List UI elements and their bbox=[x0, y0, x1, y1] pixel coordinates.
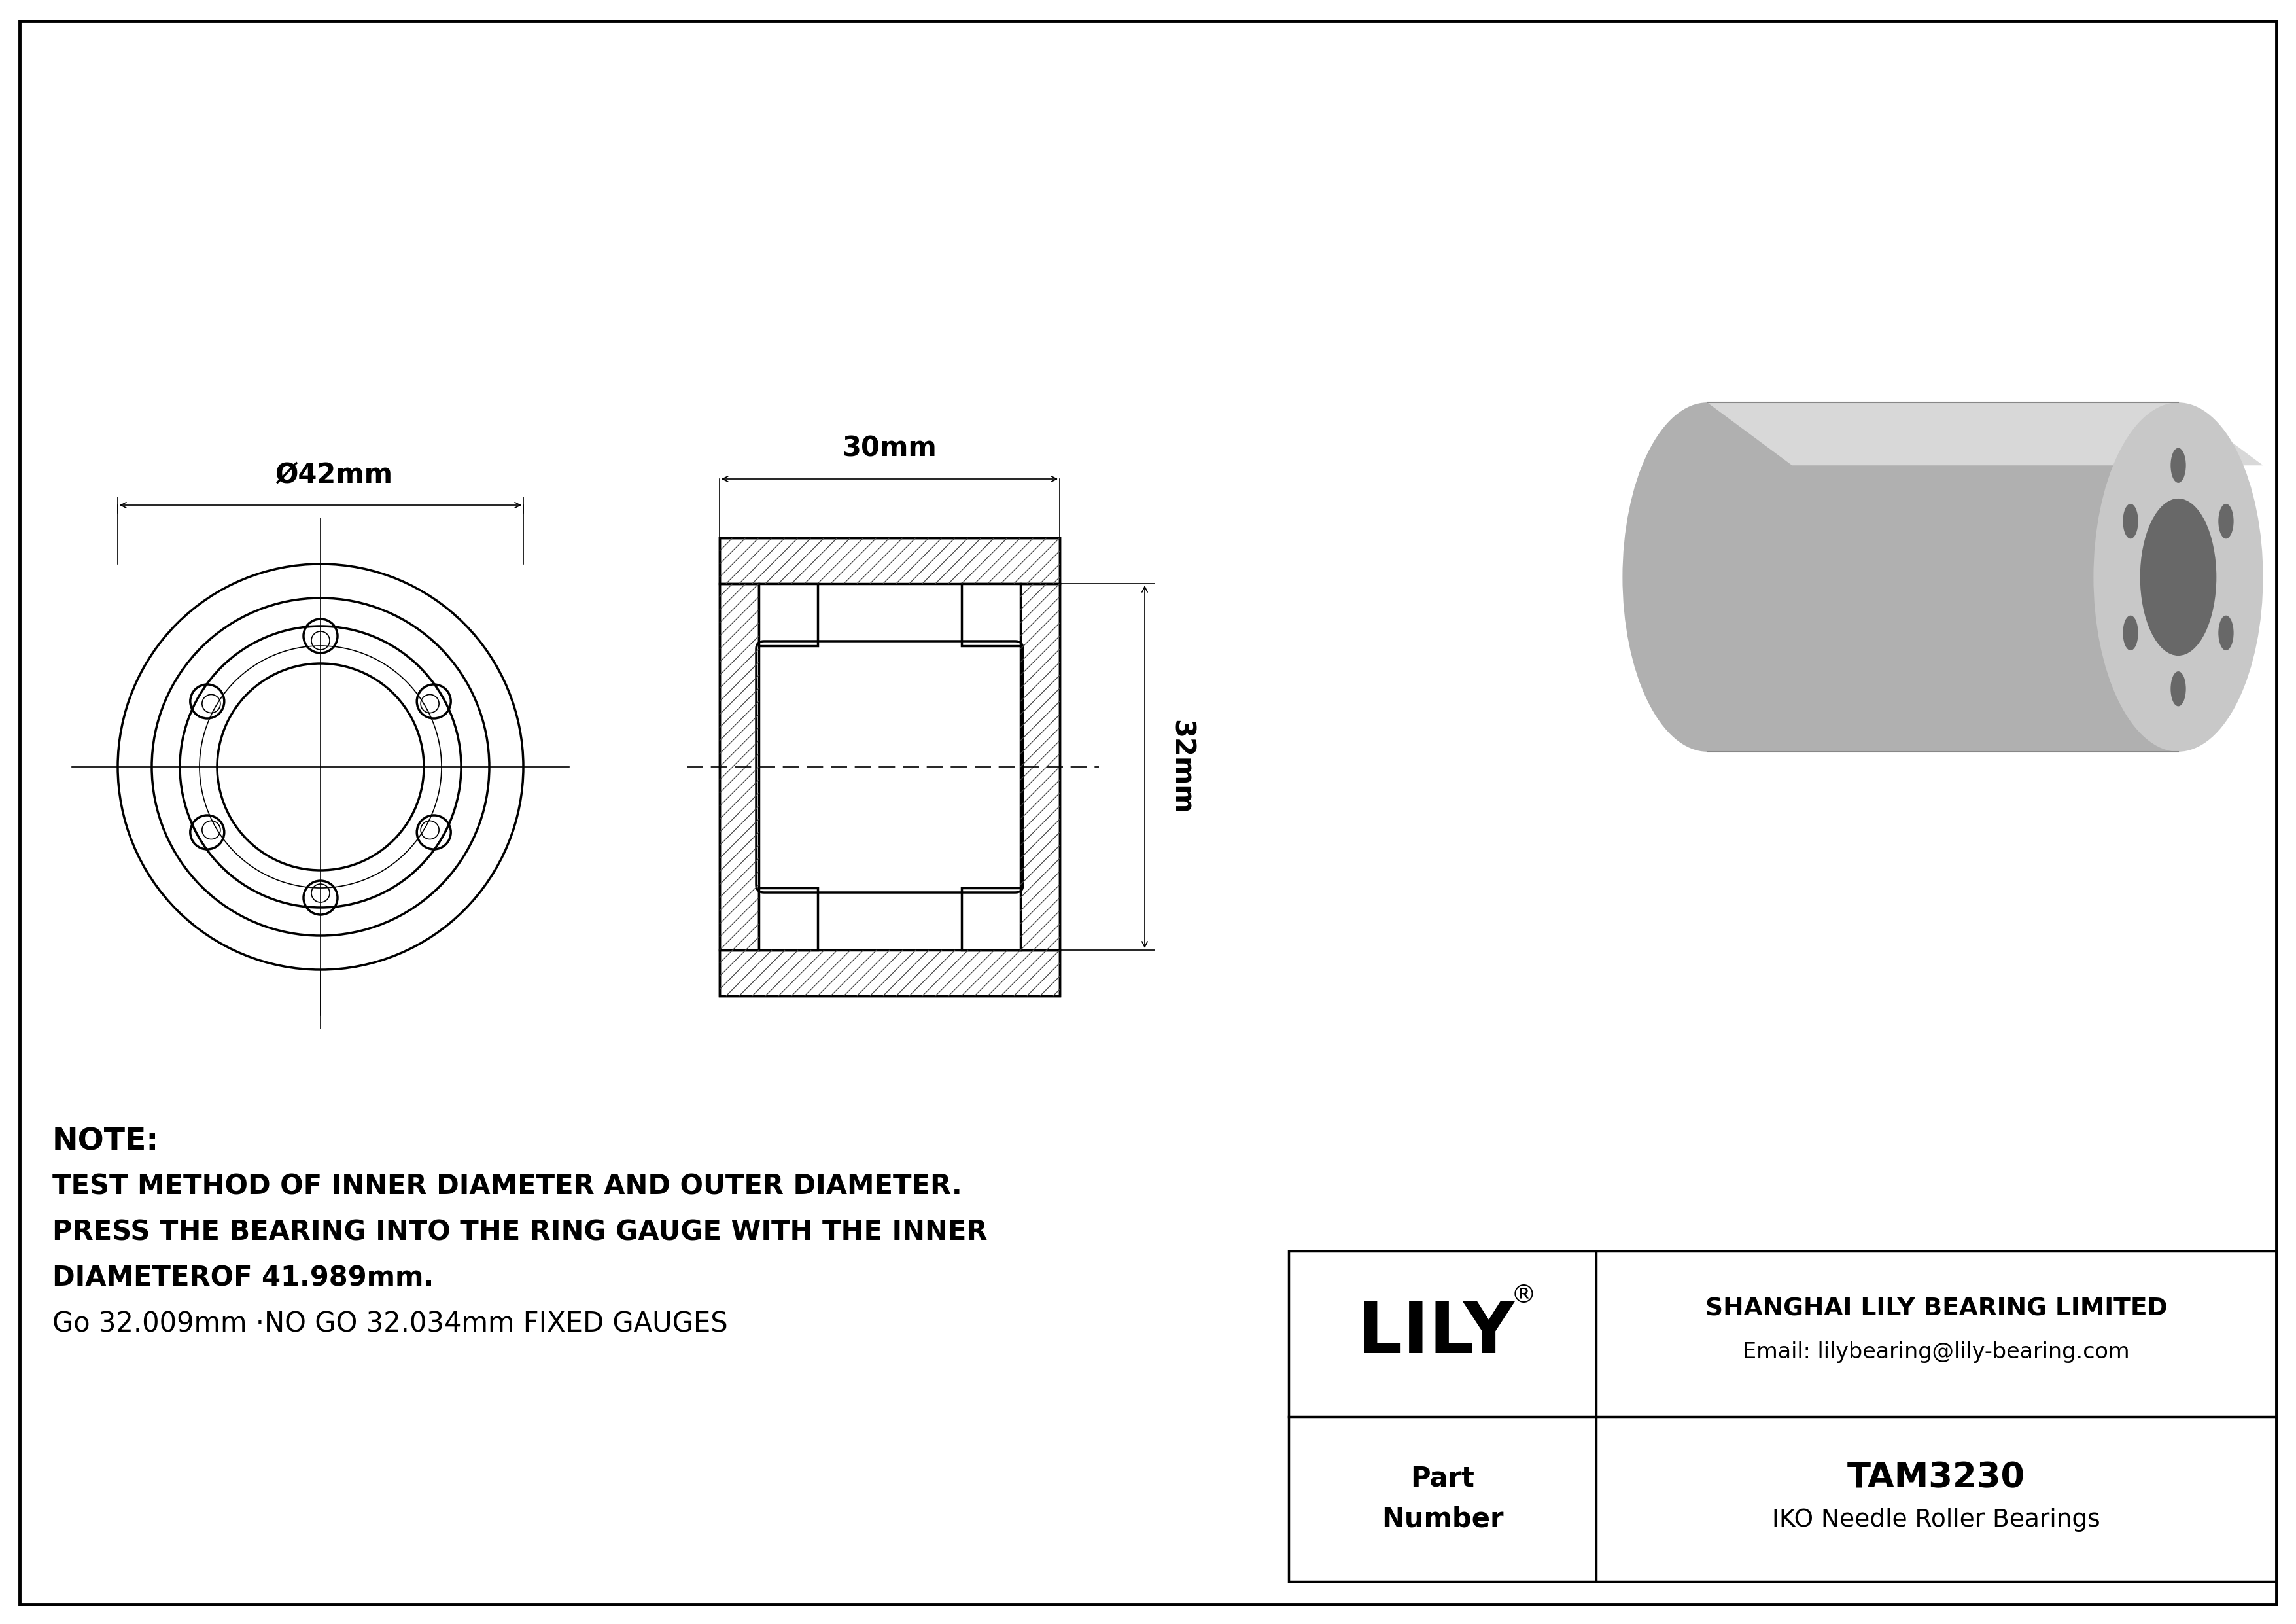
Text: Ø42mm: Ø42mm bbox=[276, 461, 393, 489]
Ellipse shape bbox=[2218, 615, 2234, 651]
Text: DIAMETEROF 41.989mm.: DIAMETEROF 41.989mm. bbox=[53, 1263, 434, 1291]
Text: ®: ® bbox=[1511, 1283, 1536, 1307]
Ellipse shape bbox=[2124, 615, 2138, 651]
Bar bbox=[758, 888, 817, 950]
Text: SHANGHAI LILY BEARING LIMITED: SHANGHAI LILY BEARING LIMITED bbox=[1706, 1298, 2167, 1320]
Bar bbox=[719, 583, 758, 950]
Bar bbox=[719, 538, 1061, 996]
Text: PRESS THE BEARING INTO THE RING GAUGE WITH THE INNER: PRESS THE BEARING INTO THE RING GAUGE WI… bbox=[53, 1218, 987, 1246]
Bar bbox=[719, 538, 1061, 583]
Ellipse shape bbox=[2218, 503, 2234, 539]
Ellipse shape bbox=[1623, 403, 1793, 752]
Polygon shape bbox=[1708, 403, 2264, 466]
Ellipse shape bbox=[2124, 503, 2138, 539]
Text: LILY: LILY bbox=[1357, 1299, 1515, 1369]
Bar bbox=[1288, 1250, 2275, 1582]
Ellipse shape bbox=[2094, 403, 2264, 752]
Bar bbox=[719, 950, 1061, 996]
Text: TAM3230: TAM3230 bbox=[1848, 1462, 2025, 1496]
Bar bbox=[962, 888, 1019, 950]
Text: Part
Number: Part Number bbox=[1382, 1465, 1504, 1533]
Ellipse shape bbox=[2140, 499, 2216, 656]
Ellipse shape bbox=[2170, 671, 2186, 706]
Bar bbox=[1708, 403, 2179, 752]
Text: Go 32.009mm ·NO GO 32.034mm FIXED GAUGES: Go 32.009mm ·NO GO 32.034mm FIXED GAUGES bbox=[53, 1311, 728, 1338]
Text: 32mm: 32mm bbox=[1169, 719, 1196, 814]
Bar bbox=[962, 583, 1019, 646]
Text: Email: lilybearing@lily-bearing.com: Email: lilybearing@lily-bearing.com bbox=[1743, 1341, 2131, 1363]
Text: IKO Needle Roller Bearings: IKO Needle Roller Bearings bbox=[1773, 1509, 2101, 1531]
Bar bbox=[1019, 583, 1061, 950]
Text: TEST METHOD OF INNER DIAMETER AND OUTER DIAMETER.: TEST METHOD OF INNER DIAMETER AND OUTER … bbox=[53, 1173, 962, 1200]
Text: 30mm: 30mm bbox=[843, 435, 937, 463]
Ellipse shape bbox=[2170, 448, 2186, 482]
Text: NOTE:: NOTE: bbox=[53, 1127, 158, 1156]
Bar bbox=[758, 583, 817, 646]
